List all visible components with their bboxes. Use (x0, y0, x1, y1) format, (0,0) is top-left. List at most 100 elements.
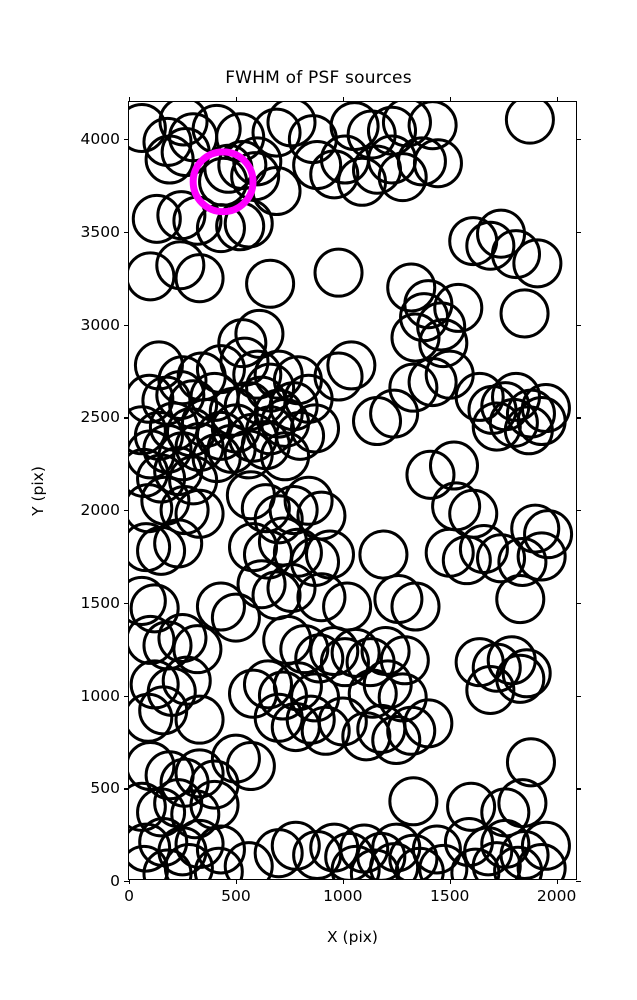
psf-source-circle (153, 518, 204, 569)
psf-source-circle (253, 494, 304, 545)
psf-source-circle (189, 779, 240, 830)
chart-title: FWHM of PSF sources (225, 68, 412, 88)
psf-source-circle (129, 583, 180, 634)
psf-source-circle (283, 475, 334, 526)
psf-source-circle (158, 102, 209, 147)
psf-source-circle (407, 102, 458, 151)
highlighted-psf-source-circle (189, 148, 257, 216)
psf-source-circle (174, 818, 225, 869)
psf-source-circle (174, 488, 225, 539)
x-axis-tick-mark (342, 879, 345, 884)
psf-source-circle (495, 574, 546, 625)
psf-source-circle (272, 661, 323, 712)
psf-source-circle (225, 740, 276, 792)
x-axis-tick-label: 500 (221, 887, 251, 905)
y-axis-tick-mark (576, 788, 581, 790)
psf-source-circle (369, 388, 420, 439)
psf-source-circle (155, 370, 206, 421)
psf-source-circle (129, 102, 167, 153)
psf-source-circle (405, 449, 456, 500)
psf-source-circle (309, 149, 360, 200)
psf-source-circle (142, 848, 193, 879)
psf-source-circle (416, 301, 467, 352)
y-axis-tick-mark (124, 231, 129, 234)
psf-source-circle (512, 238, 563, 289)
psf-source-circle (412, 138, 463, 189)
psf-source-circle (285, 694, 336, 745)
psf-source-circle (501, 648, 552, 699)
y-axis-tick-label: 1500 (80, 593, 120, 612)
psf-source-circle (279, 624, 330, 675)
psf-source-circle (195, 203, 246, 254)
psf-source-circle (428, 440, 480, 491)
psf-source-circle (180, 397, 231, 448)
y-axis-tick-mark (576, 510, 581, 512)
psf-source-circle (138, 685, 189, 736)
psf-source-circle (146, 666, 197, 717)
x-axis-tick-mark (235, 879, 238, 884)
y-axis-tick-mark (124, 139, 129, 141)
psf-source-circle (195, 581, 246, 632)
psf-source-circle (153, 446, 204, 497)
psf-source-circle (520, 820, 571, 871)
psf-source-circle (232, 349, 283, 400)
psf-source-circle (516, 396, 567, 447)
psf-source-circle (450, 847, 501, 879)
y-axis-tick-mark (124, 695, 129, 697)
psf-source-circle (346, 109, 397, 160)
psf-source-circle (358, 529, 409, 580)
psf-source-circle (129, 251, 176, 302)
psf-source-circle (486, 635, 537, 686)
psf-source-circle (245, 258, 296, 309)
y-axis-tick-label: 3500 (80, 222, 120, 241)
psf-source-circle (266, 562, 317, 613)
psf-source-circle (210, 592, 261, 643)
psf-source-circle (403, 698, 454, 749)
y-axis-tick-mark (124, 417, 129, 419)
psf-source-circle (465, 220, 516, 271)
y-axis-tick-mark (576, 695, 581, 697)
psf-source-circle (396, 136, 447, 187)
psf-source-circle (289, 403, 341, 454)
psf-source-circle (268, 485, 319, 536)
psf-source-circle (454, 371, 505, 422)
psf-source-circle (381, 102, 432, 148)
psf-source-circle (349, 848, 400, 879)
psf-source-circle (390, 312, 441, 363)
y-axis-tick-mark (576, 881, 581, 883)
psf-source-circle (476, 533, 527, 584)
psf-source-circle (504, 102, 555, 145)
psf-source-circle (448, 216, 499, 267)
x-axis-tick-mark (449, 879, 451, 884)
x-axis-tick-label: 0 (124, 887, 134, 905)
psf-source-circle (210, 733, 261, 784)
psf-source-circle (493, 845, 544, 879)
x-axis-tick-mark (556, 879, 558, 884)
y-axis-tick-label: 2000 (80, 501, 120, 520)
psf-source-circle (330, 844, 381, 879)
psf-source-circle (465, 664, 516, 715)
psf-source-circle (232, 136, 283, 187)
psf-source-circle (242, 659, 293, 710)
psf-source-circle (394, 846, 445, 879)
psf-source-circle (313, 351, 364, 402)
psf-source-circle (441, 535, 492, 586)
psf-source-circle (388, 776, 439, 827)
psf-source-circle (388, 362, 439, 413)
x-axis-tick-mark (235, 97, 238, 102)
psf-source-circle (499, 288, 550, 339)
psf-source-circle (317, 696, 368, 747)
y-axis-tick-mark (124, 324, 129, 326)
psf-source-circle (309, 625, 360, 677)
x-axis-tick-mark (342, 97, 345, 102)
psf-source-circle (270, 820, 321, 871)
psf-source-circle (352, 144, 403, 195)
psf-source-circle (347, 668, 398, 719)
psf-source-circle (362, 659, 413, 710)
psf-source-circle (294, 633, 345, 684)
psf-source-circle (131, 193, 182, 244)
psf-source-circle (155, 240, 206, 291)
psf-source-circle (418, 318, 469, 369)
psf-source-circle (490, 229, 542, 280)
